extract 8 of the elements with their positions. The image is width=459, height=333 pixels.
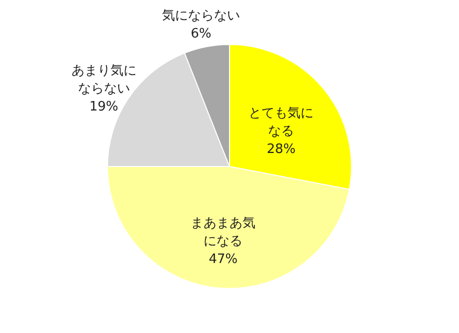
data-label: 28% [266,142,296,158]
slice-label: あまり気にならない [71,64,136,97]
slice-label: まあまあ気になる [190,216,256,249]
data-label: 6% [190,26,212,42]
slice-label: とても気になる [248,106,314,140]
data-label: 47% [208,252,238,267]
data-label: 19% [89,100,118,115]
slice-label: 気にならない [162,8,240,24]
